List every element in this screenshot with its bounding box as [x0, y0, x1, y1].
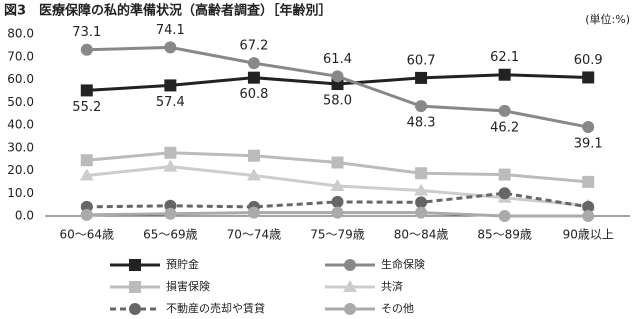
data-point — [582, 71, 595, 84]
data-point — [246, 168, 261, 181]
data-point — [582, 210, 595, 222]
data-point — [415, 100, 428, 113]
x-tick-label: 80～84歳 — [394, 228, 449, 242]
legend-label: 生命保険 — [381, 257, 425, 271]
data-point — [582, 200, 595, 213]
data-point — [415, 206, 428, 219]
x-tick-label: 85～89歳 — [477, 228, 532, 242]
x-tick-label: 60～64歳 — [60, 228, 115, 242]
legend-marker — [343, 280, 357, 292]
data-point — [164, 41, 177, 54]
data-point — [498, 68, 511, 81]
data-point — [415, 167, 428, 180]
y-tick-label: 80.0 — [7, 27, 34, 41]
y-tick-label: 40.0 — [7, 118, 34, 132]
y-tick-label: 70.0 — [7, 49, 34, 63]
data-point — [79, 168, 94, 181]
data-point — [498, 187, 511, 200]
data-point — [498, 210, 511, 222]
legend-marker — [129, 303, 141, 315]
data-label: 61.4 — [323, 52, 352, 67]
legend-marker — [344, 303, 356, 315]
data-point — [331, 156, 344, 169]
data-point — [330, 178, 345, 191]
data-label: 58.0 — [323, 94, 352, 109]
data-point — [80, 154, 93, 167]
data-label: 60.8 — [239, 87, 268, 102]
x-tick-label: 65～69歳 — [143, 228, 198, 242]
data-point — [582, 121, 595, 134]
data-label: 62.1 — [490, 50, 519, 65]
data-point — [164, 146, 177, 159]
data-point — [414, 183, 429, 196]
unit-label: (単位:%) — [585, 12, 630, 26]
legend-label: 不動産の売却や賃貸 — [166, 301, 265, 315]
data-label: 55.2 — [72, 100, 101, 115]
y-tick-label: 30.0 — [7, 140, 34, 154]
data-label: 67.2 — [239, 39, 268, 54]
y-tick-label: 50.0 — [7, 95, 34, 109]
chart-title: 図3 医療保障の私的準備状況（高齢者調査）［年齢別］ — [4, 3, 332, 19]
data-label: 60.9 — [574, 53, 603, 68]
legend-label: 共済 — [381, 279, 403, 293]
data-point — [331, 206, 344, 219]
x-tick-label: 70～74歳 — [227, 228, 282, 242]
data-point — [80, 43, 93, 56]
data-label: 39.1 — [574, 137, 603, 152]
data-label: 46.2 — [490, 120, 519, 135]
data-point — [163, 159, 178, 172]
legend-label: その他 — [381, 302, 414, 315]
data-point — [80, 208, 93, 221]
data-point — [80, 84, 93, 97]
data-label: 60.7 — [407, 53, 436, 68]
y-tick-label: 10.0 — [7, 186, 34, 200]
data-point — [498, 168, 511, 181]
legend-label: 預貯金 — [166, 257, 199, 271]
data-point — [582, 175, 595, 188]
legend-marker — [344, 259, 356, 271]
data-point — [415, 196, 428, 209]
data-point — [247, 71, 260, 84]
data-point — [331, 70, 344, 83]
data-point — [247, 149, 260, 162]
data-label: 73.1 — [72, 25, 101, 40]
data-point — [415, 71, 428, 84]
legend-marker — [129, 281, 141, 293]
data-point — [164, 207, 177, 220]
legend-marker — [129, 259, 141, 271]
legend-label: 損害保険 — [166, 279, 210, 293]
x-tick-label: 75～79歳 — [310, 228, 365, 242]
data-point — [498, 104, 511, 117]
data-point — [247, 206, 260, 219]
y-tick-label: 60.0 — [7, 72, 34, 86]
data-point — [164, 79, 177, 92]
y-tick-label: 20.0 — [7, 163, 34, 177]
data-point — [331, 195, 344, 208]
data-label: 48.3 — [407, 116, 436, 131]
data-label: 57.4 — [156, 95, 185, 110]
y-tick-label: 0.0 — [15, 209, 34, 223]
x-tick-label: 90歳以上 — [563, 228, 614, 242]
data-label: 74.1 — [156, 23, 185, 38]
data-point — [247, 57, 260, 70]
